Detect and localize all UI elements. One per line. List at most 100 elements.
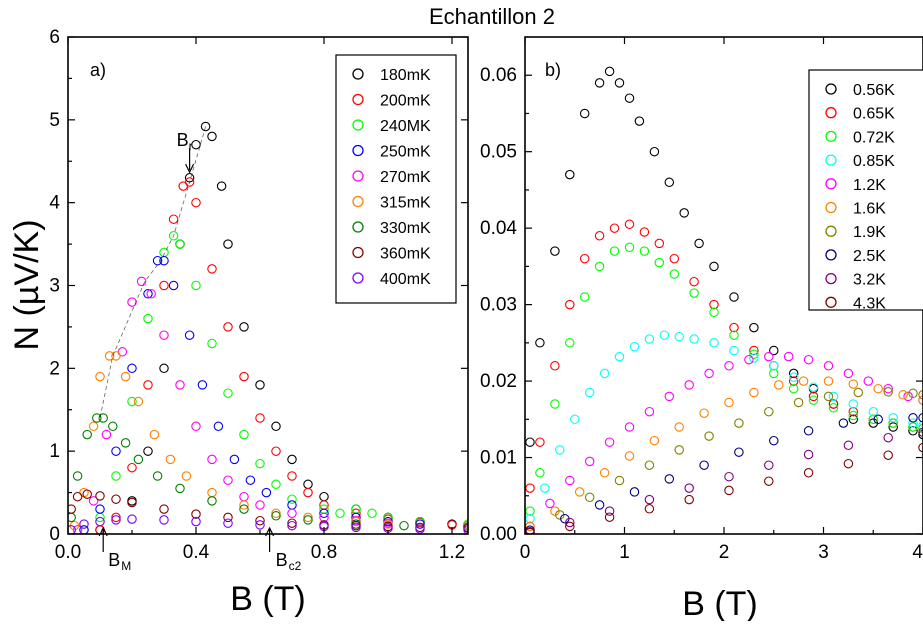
data-point [95, 491, 105, 501]
x-tick-label: 0.4 [183, 542, 210, 563]
data-point [303, 515, 313, 525]
legend-label: 180mK [380, 67, 431, 84]
data-point [614, 351, 625, 362]
data-point [319, 508, 329, 519]
legend-label: 4.3K [853, 295, 886, 312]
data-point [127, 396, 137, 407]
data-point [319, 512, 329, 523]
series-360mK [68, 489, 468, 533]
data-point [629, 487, 640, 497]
series-4.3K [525, 442, 923, 534]
data-point [159, 255, 169, 266]
data-point [689, 334, 699, 344]
data-point [239, 491, 249, 502]
data-point [143, 313, 153, 324]
data-point [704, 368, 714, 379]
data-point [744, 354, 754, 365]
data-point [749, 345, 759, 356]
data-point [555, 445, 565, 455]
data-point [415, 519, 425, 529]
data-point [111, 494, 121, 504]
data-point [649, 435, 660, 446]
data-point [579, 253, 590, 264]
data-point [175, 239, 185, 249]
y-tick-label: 0.01 [480, 448, 517, 469]
data-point [614, 475, 625, 486]
data-point [255, 520, 265, 530]
data-point [873, 383, 883, 394]
y-tick-label: 0.04 [480, 218, 517, 239]
data-point [773, 380, 784, 390]
data-point [415, 516, 425, 527]
data-point [883, 387, 893, 397]
data-point [197, 380, 208, 390]
data-point [808, 382, 819, 392]
data-point [207, 131, 217, 142]
data-point [159, 504, 169, 514]
data-point [888, 422, 898, 432]
data-point [72, 471, 83, 481]
data-point [604, 512, 615, 522]
data-point [88, 421, 99, 432]
data-point [599, 368, 610, 379]
data-point [604, 506, 615, 516]
y-tick-label: 0.06 [480, 65, 517, 86]
data-point [200, 121, 211, 132]
x-tick-label: 4 [912, 542, 923, 563]
data-point [594, 231, 605, 241]
y-tick-label: 1 [49, 441, 60, 462]
data-point [255, 500, 265, 510]
legend-label: 250mK [380, 144, 431, 161]
legend-marker [352, 144, 364, 157]
data-point [664, 177, 675, 188]
data-point [664, 474, 675, 484]
data-point [674, 445, 684, 455]
data-point [104, 351, 115, 361]
data-point [540, 483, 550, 493]
data-point [843, 458, 854, 469]
data-point [95, 516, 105, 527]
data-point [749, 353, 759, 363]
data-point [82, 489, 92, 499]
data-point [644, 460, 655, 470]
legend-label: 400mK [380, 271, 431, 288]
x-axis-title: B (T) [230, 580, 306, 618]
data-point [709, 261, 719, 272]
data-point [191, 509, 201, 519]
data-point [624, 93, 635, 103]
legend-label: 2.5K [853, 248, 886, 265]
data-point [769, 368, 779, 379]
data-point [213, 421, 224, 432]
legend-marker [825, 107, 837, 119]
legend-marker [825, 225, 837, 237]
data-point [594, 78, 605, 88]
data-point [769, 345, 779, 356]
legend-marker [825, 249, 837, 261]
data-point [828, 399, 839, 409]
x-tick-label: 3 [818, 542, 829, 563]
data-point [669, 253, 680, 264]
data-point [191, 516, 201, 527]
data-point [351, 516, 361, 527]
series-1.2K [525, 351, 923, 532]
data-point [207, 338, 217, 349]
data-point [223, 475, 233, 485]
legend-label: 330mK [380, 220, 431, 237]
legend: 0.56K 0.65K 0.72K 0.85K 1.2K 1.6K 1.9K 2.5K 3.2K… [808, 69, 923, 312]
data-point [788, 376, 799, 386]
data-point [335, 508, 345, 519]
data-point [191, 421, 201, 432]
data-point [788, 383, 799, 394]
legend-marker [825, 178, 837, 190]
data-point [68, 525, 76, 534]
peak-guide-line [99, 126, 206, 419]
data-point [689, 276, 699, 287]
data-point [788, 372, 799, 383]
data-point [255, 413, 265, 423]
data-point [669, 269, 680, 279]
data-point [550, 246, 560, 256]
data-point [239, 500, 249, 510]
data-point [624, 242, 635, 253]
data-point [229, 454, 240, 465]
y-tick-label: 0 [49, 524, 60, 545]
